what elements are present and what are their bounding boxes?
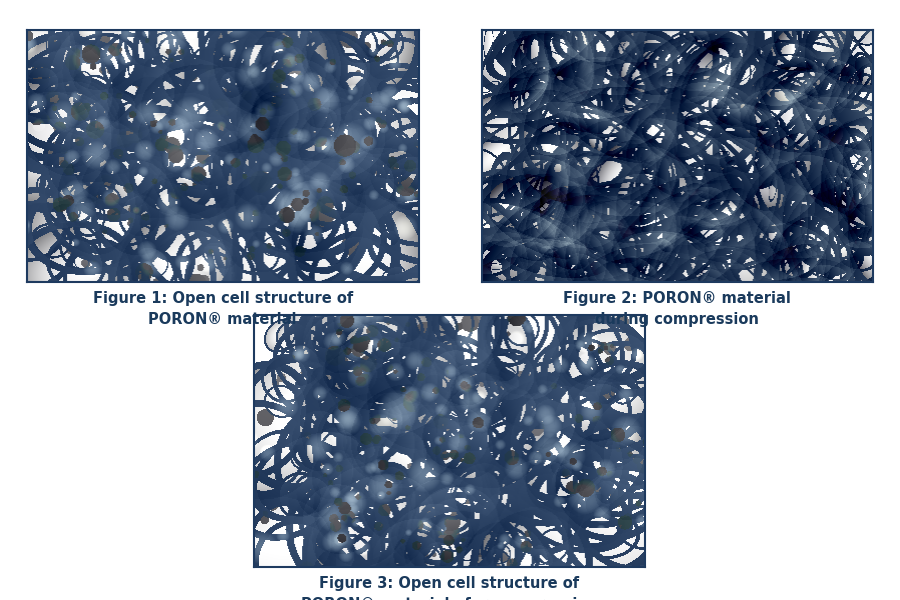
Text: Figure 3: Open cell structure of
PORON® material afer compression: Figure 3: Open cell structure of PORON® … bbox=[302, 576, 598, 600]
Text: Figure 2: PORON® material
during compression: Figure 2: PORON® material during compres… bbox=[563, 291, 791, 327]
Text: Figure 1: Open cell structure of
PORON® material: Figure 1: Open cell structure of PORON® … bbox=[93, 291, 353, 327]
